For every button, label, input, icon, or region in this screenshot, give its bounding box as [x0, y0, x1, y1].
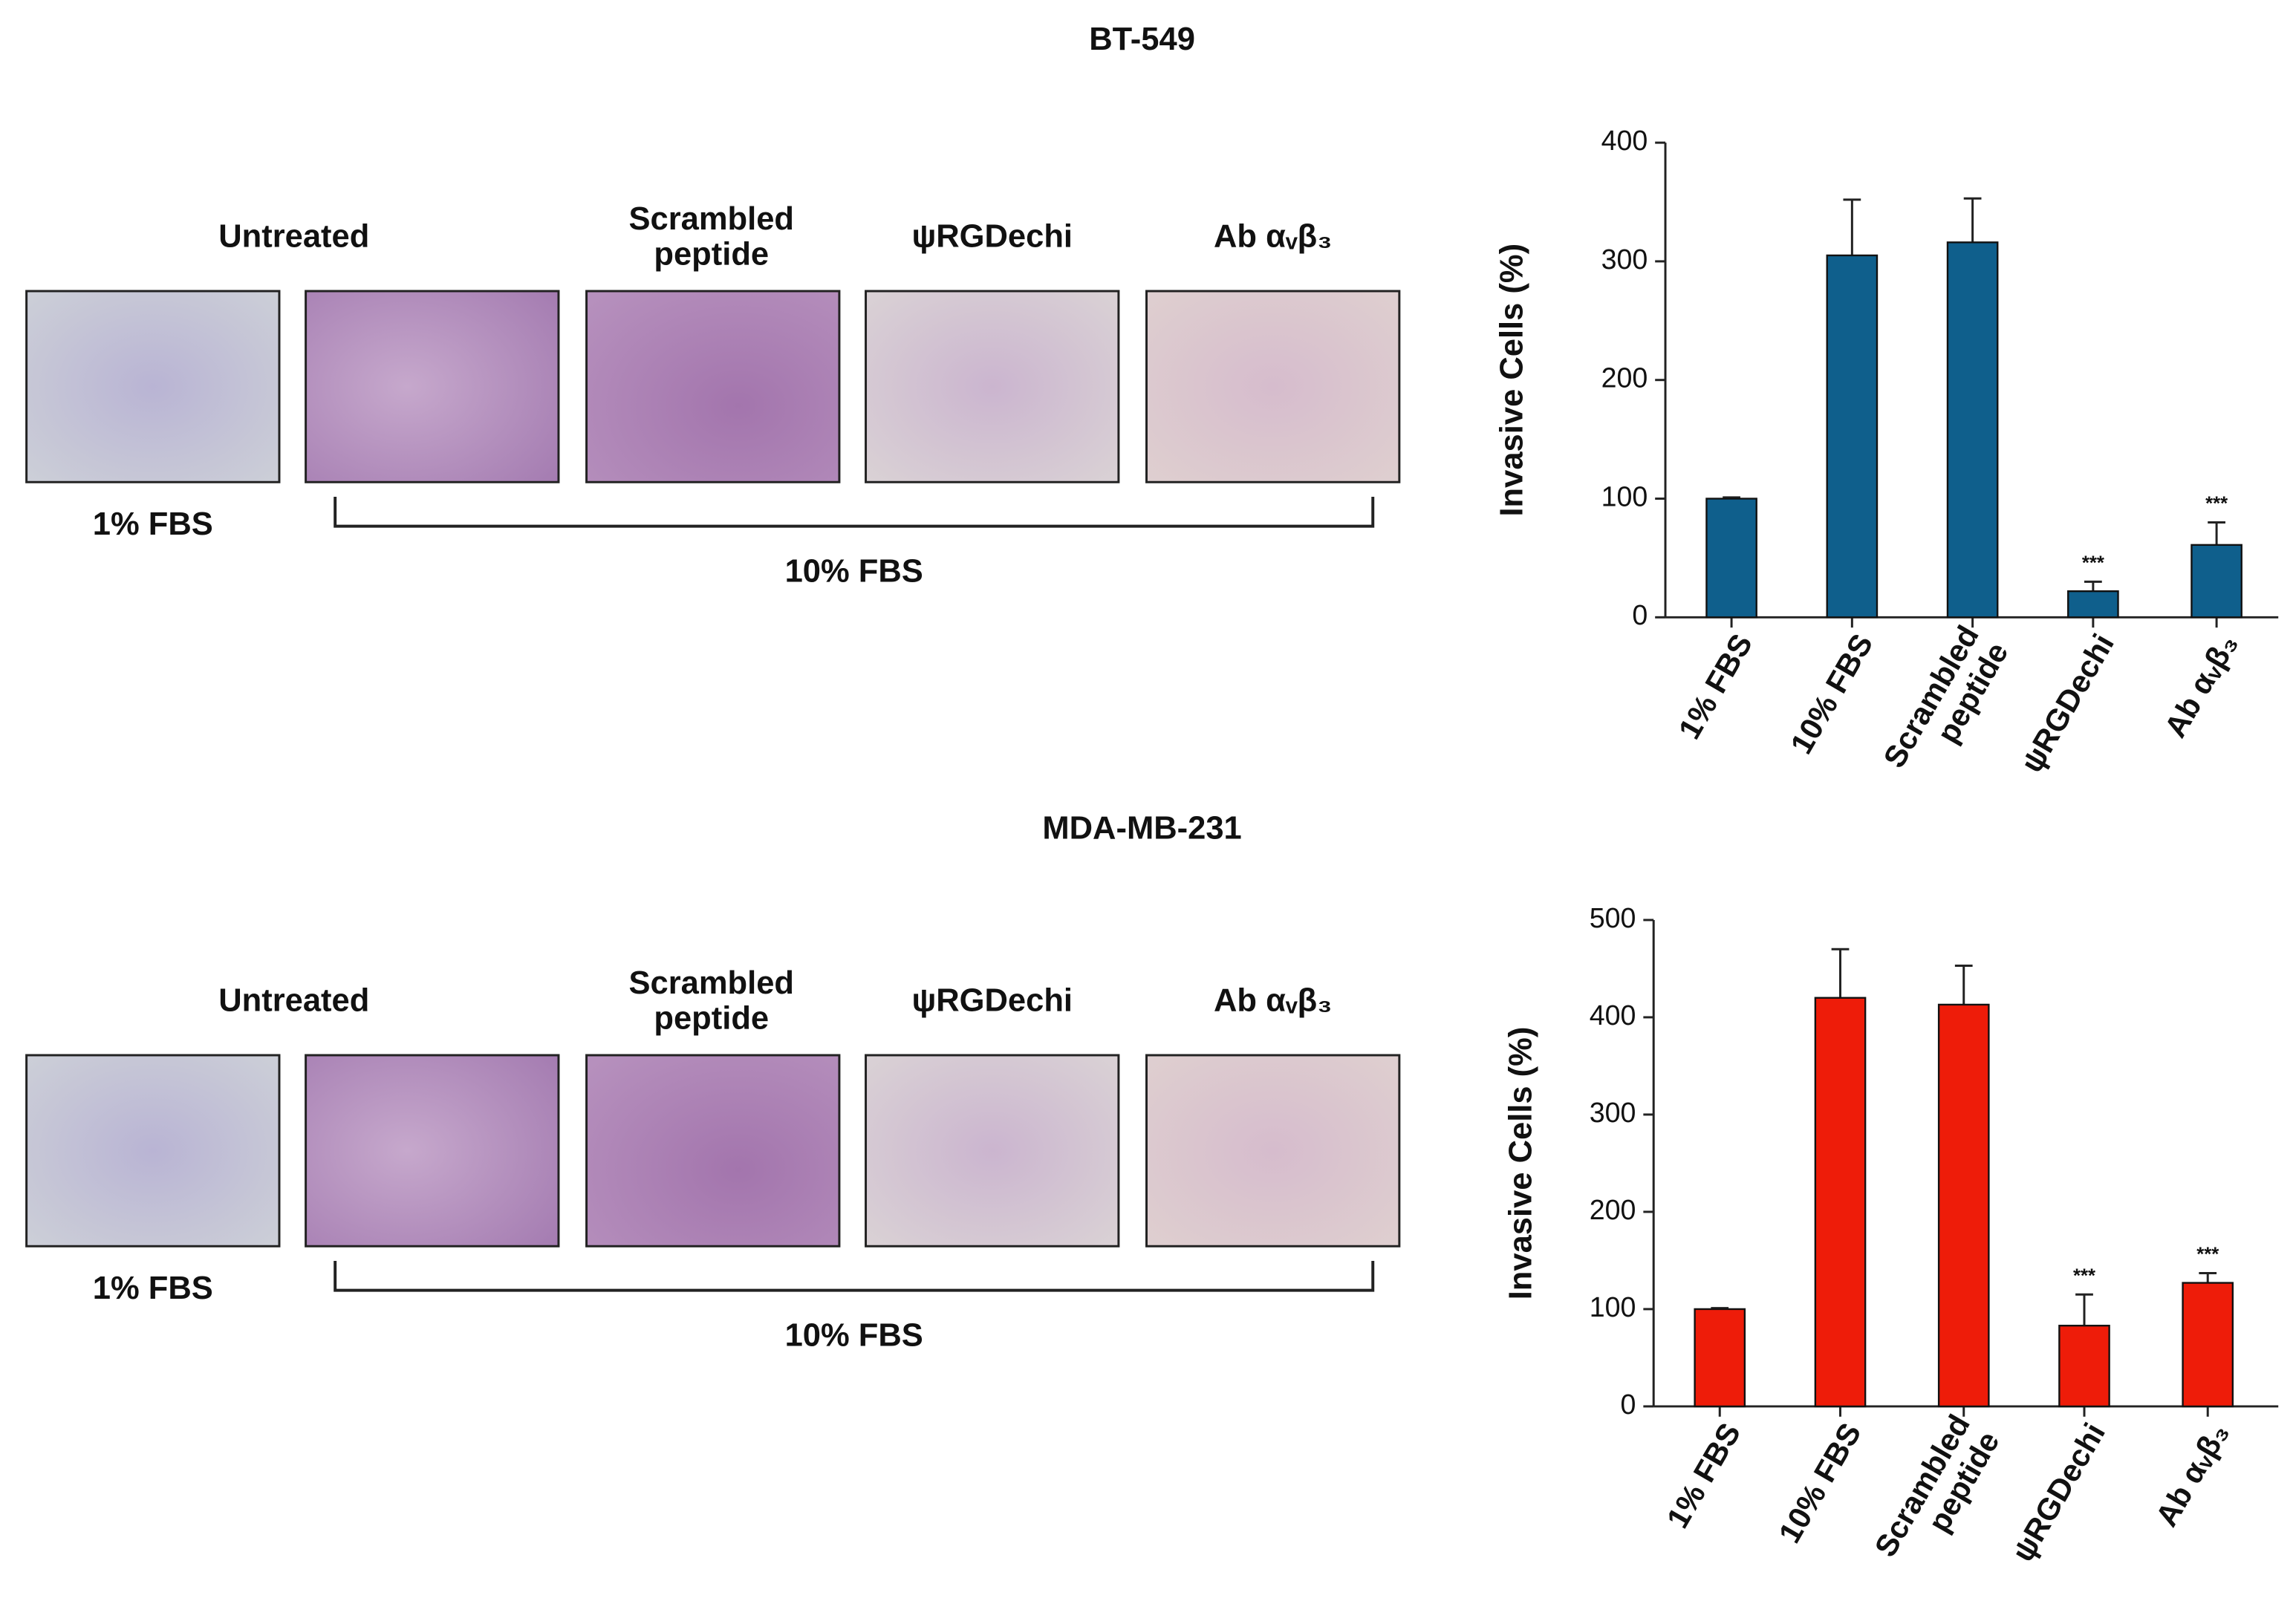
bar: [1937, 1003, 1990, 1408]
bar: [1705, 498, 1757, 619]
x-tick-label: 10% FBS: [1772, 1417, 1868, 1548]
image-label: ψRGDechi: [911, 218, 1073, 254]
panel-title: BT-549: [1089, 22, 1195, 57]
y-tick-label: 0: [1632, 599, 1648, 630]
y-tick-label: 300: [1590, 1097, 1636, 1128]
error-bar: [1963, 197, 1982, 243]
micrograph: [865, 1054, 1120, 1248]
micrograph: [865, 290, 1120, 483]
micrograph: [305, 1054, 560, 1248]
x-tick-label: ψRGDechi: [2005, 1417, 2112, 1568]
error-bar: [2084, 580, 2102, 592]
bar: [1694, 1308, 1746, 1408]
x-tick-label: 1% FBS: [1671, 627, 1759, 744]
micrograph: [585, 1054, 841, 1248]
micrograph: [25, 1054, 281, 1248]
x-tick-label: Ab αᵥβ₃: [2157, 627, 2244, 743]
y-axis-label: Invasive Cells (%): [1494, 244, 1530, 517]
bar: [2058, 1325, 2110, 1408]
image-label: Untreated: [218, 218, 369, 254]
error-bar: [1954, 965, 1973, 1005]
x-tick-label: 1% FBS: [1659, 1417, 1747, 1533]
bracket: [334, 497, 1375, 528]
bar: [2182, 1282, 2234, 1408]
y-axis-label: Invasive Cells (%): [1503, 1027, 1539, 1300]
image-label: Ab αᵥβ₃: [1214, 218, 1332, 254]
x-tick-label: Ab αᵥβ₃: [2149, 1417, 2236, 1532]
bar: [2190, 544, 2242, 619]
y-tick-label: 100: [1590, 1291, 1636, 1323]
image-label: Untreated: [218, 982, 369, 1018]
micrograph: [25, 290, 281, 483]
error-bar: [1831, 948, 1850, 998]
y-tick-label: 0: [1621, 1389, 1636, 1420]
bar: [1814, 997, 1867, 1408]
error-bar: [1843, 198, 1861, 255]
error-bar: [2075, 1293, 2093, 1326]
micrograph: [305, 290, 560, 483]
y-tick-label: 200: [1601, 362, 1648, 394]
bracket: [334, 1261, 1375, 1292]
x-tick-label: Scrambledpeptide: [1867, 1409, 2006, 1579]
y-tick-label: 100: [1601, 480, 1648, 512]
y-tick-label: 400: [1590, 999, 1636, 1031]
bar: [1946, 241, 1999, 619]
bar: [2067, 590, 2119, 619]
y-tick-label: 400: [1601, 125, 1648, 156]
low-serum-label: 1% FBS: [93, 1271, 213, 1306]
image-label: Scrambled peptide: [629, 200, 795, 272]
micrograph: [585, 290, 841, 483]
significance: ***: [2073, 1265, 2095, 1286]
image-label: ψRGDechi: [911, 982, 1073, 1018]
x-tick-label: ψRGDechi: [2014, 627, 2121, 778]
micrograph: [1145, 1054, 1401, 1248]
error-bar: [2199, 1271, 2217, 1283]
panel-title: MDA-MB-231: [1042, 811, 1241, 847]
y-tick-label: 300: [1601, 244, 1648, 275]
image-label: Scrambled peptide: [629, 965, 795, 1036]
micrograph: [1145, 290, 1401, 483]
high-serum-label: 10% FBS: [785, 1317, 923, 1353]
y-tick-label: 500: [1590, 902, 1636, 933]
significance: ***: [2205, 494, 2228, 515]
significance: ***: [2082, 552, 2104, 573]
error-bar: [2208, 521, 2225, 545]
bar: [1826, 254, 1879, 619]
x-tick-label: Scrambledpeptide: [1876, 619, 2015, 790]
y-tick-label: 200: [1590, 1194, 1636, 1225]
significance: ***: [2196, 1245, 2219, 1265]
low-serum-label: 1% FBS: [93, 506, 213, 542]
image-label: Ab αᵥβ₃: [1214, 982, 1332, 1018]
high-serum-label: 10% FBS: [785, 553, 923, 589]
x-tick-label: 10% FBS: [1783, 627, 1880, 759]
